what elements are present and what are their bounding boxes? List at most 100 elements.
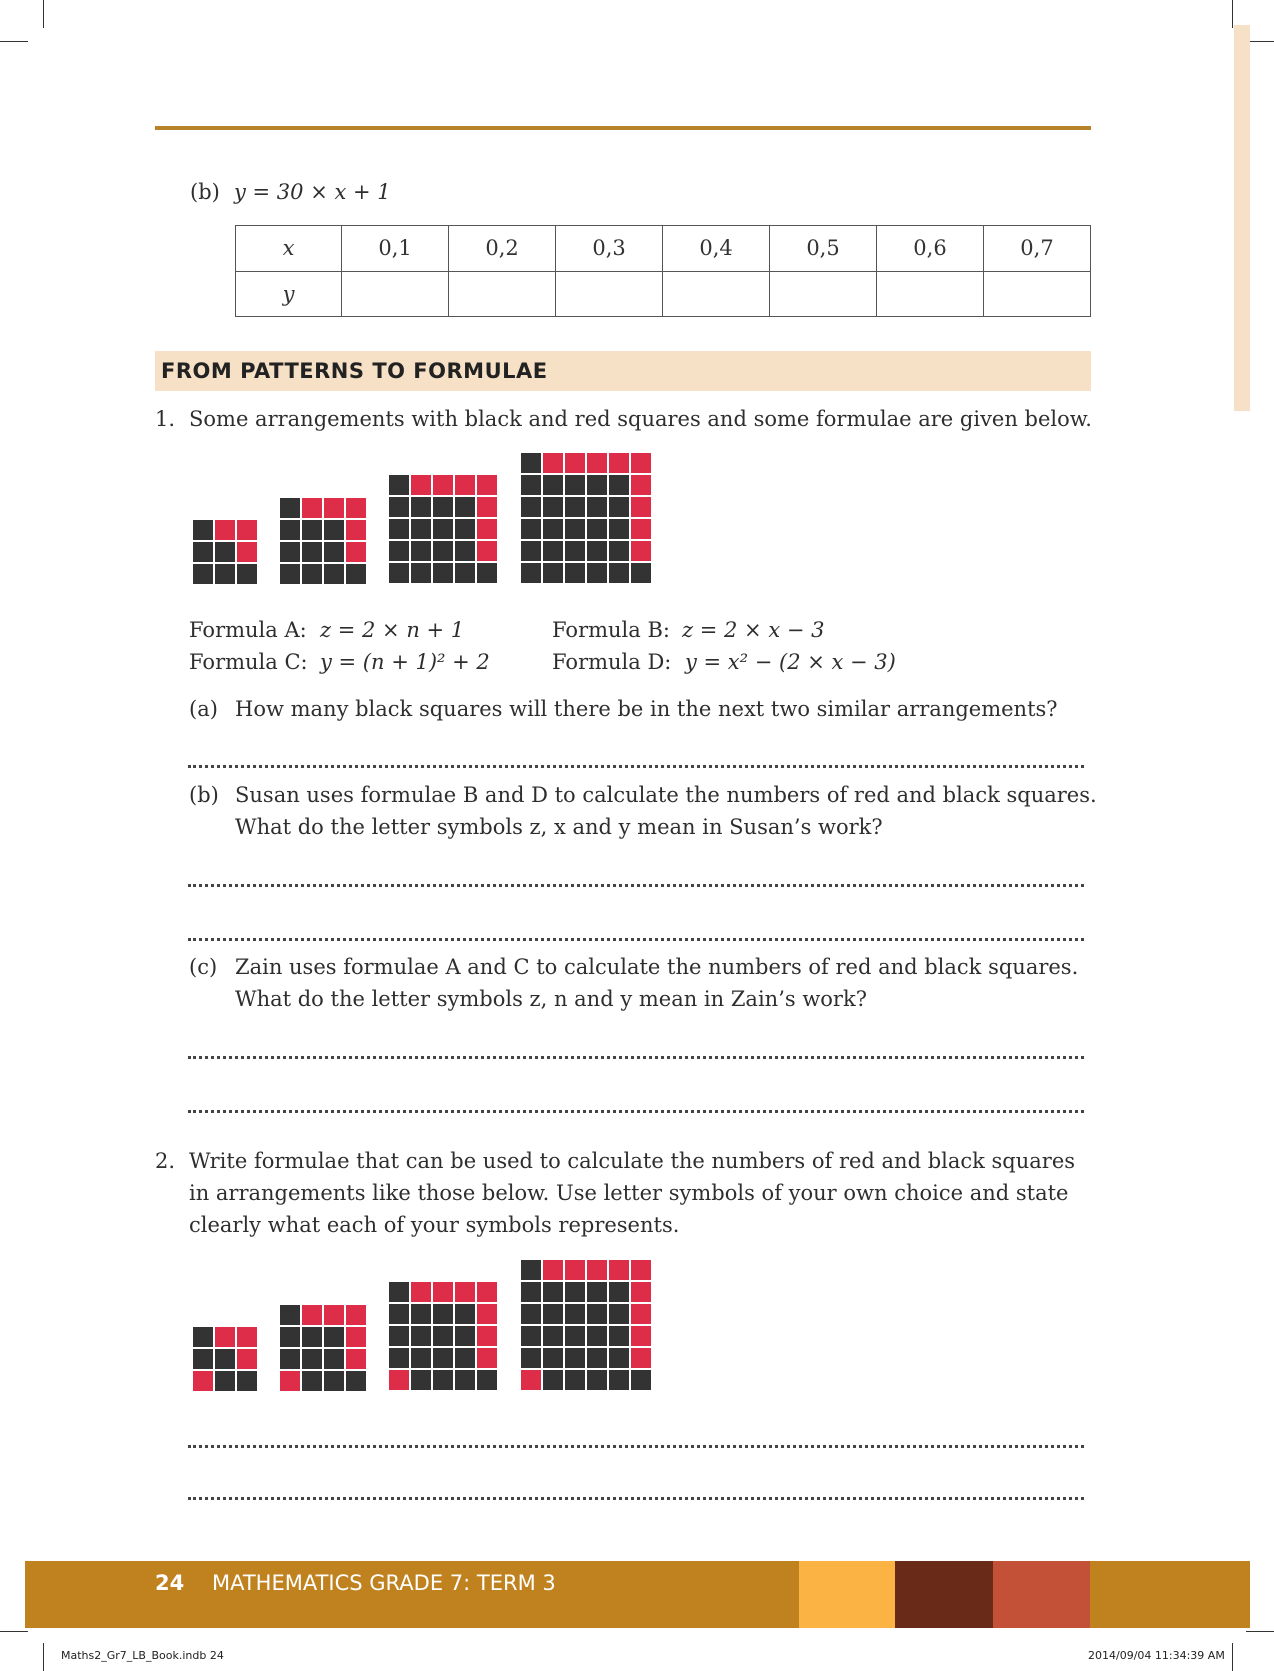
answer-line[interactable] bbox=[188, 938, 1084, 941]
square bbox=[609, 519, 629, 539]
answer-cell[interactable] bbox=[341, 270, 450, 317]
answer-line[interactable] bbox=[188, 1110, 1084, 1113]
part-b-equation: y = 30 × x + 1 bbox=[234, 180, 391, 204]
answer-line[interactable] bbox=[188, 765, 1084, 768]
square bbox=[521, 1260, 541, 1280]
square bbox=[237, 1327, 257, 1347]
square bbox=[411, 563, 431, 583]
square bbox=[631, 1326, 651, 1346]
square bbox=[565, 519, 585, 539]
answer-cell[interactable] bbox=[876, 270, 984, 317]
square bbox=[389, 475, 409, 495]
answer-line[interactable] bbox=[188, 1497, 1084, 1500]
square bbox=[543, 1282, 563, 1302]
table-cell: 0,7 bbox=[983, 225, 1091, 272]
square bbox=[215, 1327, 235, 1347]
square bbox=[324, 1305, 344, 1325]
square bbox=[324, 1371, 344, 1391]
square bbox=[631, 1370, 651, 1390]
square bbox=[543, 1304, 563, 1324]
square bbox=[215, 542, 235, 562]
square bbox=[587, 453, 607, 473]
q2-line3: clearly what each of your symbols repres… bbox=[189, 1213, 680, 1237]
square bbox=[389, 1282, 409, 1302]
square bbox=[302, 564, 322, 584]
formula-c: y = (n + 1)² + 2 bbox=[320, 650, 490, 674]
square bbox=[631, 1260, 651, 1280]
square bbox=[565, 475, 585, 495]
square bbox=[302, 1371, 322, 1391]
q2-number: 2. bbox=[155, 1149, 176, 1173]
square bbox=[455, 497, 475, 517]
slug-filename: Maths2_Gr7_LB_Book.indb 24 bbox=[61, 1649, 224, 1662]
formula-b-label: Formula B: bbox=[552, 618, 670, 642]
square bbox=[411, 475, 431, 495]
square bbox=[455, 1304, 475, 1324]
square bbox=[631, 1304, 651, 1324]
square bbox=[521, 1326, 541, 1346]
formula-d-label: Formula D: bbox=[552, 650, 672, 674]
section-heading-text: FROM PATTERNS TO FORMULAE bbox=[161, 359, 548, 383]
square bbox=[389, 541, 409, 561]
answer-cell[interactable] bbox=[662, 270, 771, 317]
table-cell: 0,1 bbox=[341, 225, 450, 272]
answer-line[interactable] bbox=[188, 1056, 1084, 1059]
square bbox=[587, 1348, 607, 1368]
answer-line[interactable] bbox=[188, 884, 1084, 887]
square bbox=[455, 519, 475, 539]
square bbox=[324, 542, 344, 562]
square bbox=[477, 563, 497, 583]
square bbox=[389, 1348, 409, 1368]
square bbox=[433, 475, 453, 495]
square bbox=[193, 1371, 213, 1391]
square bbox=[543, 1370, 563, 1390]
square bbox=[455, 1348, 475, 1368]
q1b-line2: What do the letter symbols z, x and y me… bbox=[235, 815, 883, 839]
square bbox=[302, 1305, 322, 1325]
square bbox=[215, 1349, 235, 1369]
square bbox=[477, 1370, 497, 1390]
square bbox=[302, 1349, 322, 1369]
square bbox=[280, 1371, 300, 1391]
square-arrangement-1a bbox=[193, 520, 257, 584]
square bbox=[587, 563, 607, 583]
crop-mark bbox=[1246, 1631, 1274, 1632]
square bbox=[477, 519, 497, 539]
square bbox=[477, 1282, 497, 1302]
q1b-label: (b) bbox=[189, 783, 219, 807]
square bbox=[543, 475, 563, 495]
square bbox=[346, 542, 366, 562]
table-row-label: y bbox=[234, 270, 343, 317]
square bbox=[237, 520, 257, 540]
square bbox=[587, 475, 607, 495]
q1-number: 1. bbox=[155, 407, 176, 431]
square bbox=[455, 1282, 475, 1302]
answer-cell[interactable] bbox=[448, 270, 557, 317]
formula-c-label: Formula C: bbox=[189, 650, 308, 674]
q2-line2: in arrangements like those below. Use le… bbox=[189, 1181, 1069, 1205]
square bbox=[215, 564, 235, 584]
square bbox=[302, 498, 322, 518]
crop-mark bbox=[0, 1631, 28, 1632]
square bbox=[215, 520, 235, 540]
square bbox=[521, 1304, 541, 1324]
table-cell: 0,4 bbox=[662, 225, 771, 272]
square bbox=[587, 1260, 607, 1280]
square bbox=[609, 1304, 629, 1324]
footer-title: MATHEMATICS GRADE 7: TERM 3 bbox=[212, 1571, 556, 1595]
answer-cell[interactable] bbox=[555, 270, 664, 317]
formula-b: z = 2 × x − 3 bbox=[682, 618, 825, 642]
square bbox=[237, 1371, 257, 1391]
answer-line[interactable] bbox=[188, 1445, 1084, 1448]
square bbox=[543, 453, 563, 473]
answer-cell[interactable] bbox=[983, 270, 1091, 317]
square bbox=[389, 563, 409, 583]
square bbox=[609, 541, 629, 561]
square bbox=[477, 497, 497, 517]
square bbox=[346, 1349, 366, 1369]
square bbox=[565, 563, 585, 583]
square bbox=[543, 1326, 563, 1346]
answer-cell[interactable] bbox=[769, 270, 878, 317]
square-arrangement-2d bbox=[521, 1260, 651, 1390]
square bbox=[609, 453, 629, 473]
